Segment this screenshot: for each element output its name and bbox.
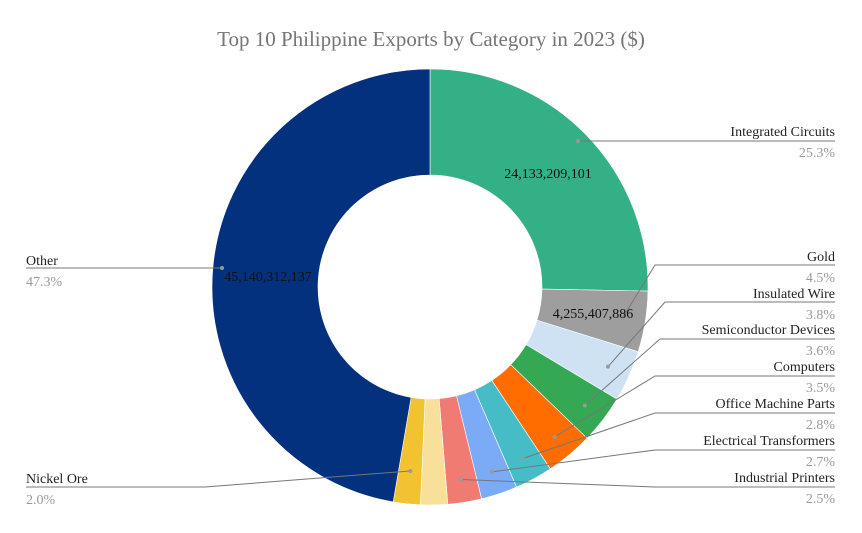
leader-dot [490, 469, 495, 474]
leader-dot [408, 468, 413, 473]
slice-label-name: Industrial Printers [734, 471, 835, 486]
slice-label-percent: 2.5% [806, 492, 836, 507]
slice-value-label: 45,140,312,137 [224, 270, 312, 285]
slice-other[interactable] [211, 68, 431, 503]
leader-line [607, 301, 835, 368]
slice-label-percent: 3.6% [806, 344, 836, 359]
chart-title: Top 10 Philippine Exports by Category in… [217, 27, 645, 51]
slice-label-percent: 2.0% [26, 493, 56, 508]
slice-label-name: Electrical Transformers [703, 434, 835, 449]
slice-value-label: 24,133,209,101 [504, 167, 592, 182]
slice-label-name: Computers [774, 360, 835, 375]
slice-label-percent: 2.7% [806, 455, 836, 470]
slice-label-name: Integrated Circuits [730, 125, 835, 140]
leader-dot [576, 139, 580, 143]
slice-integrated-circuits[interactable] [429, 68, 649, 292]
leader-dot [620, 316, 625, 321]
leader-line [584, 338, 835, 406]
leader-line [491, 449, 835, 473]
leader-dot [520, 456, 525, 461]
leader-line [522, 412, 835, 459]
leader-line [554, 375, 835, 438]
slice-label-name: Gold [807, 250, 835, 265]
slice-label-percent: 4.5% [806, 271, 836, 286]
leader-line [622, 264, 835, 319]
leader-line [461, 479, 835, 488]
leader-dot [582, 403, 587, 408]
slice-label-percent: 3.8% [806, 308, 836, 323]
slice-label-name: Semiconductor Devices [702, 323, 835, 338]
slice-label-name: Nickel Ore [26, 472, 88, 487]
slice-label-percent: 3.5% [806, 381, 836, 396]
slice-value-label: 4,255,407,886 [553, 307, 634, 322]
leader-dot [605, 364, 610, 369]
slice-label-percent: 47.3% [26, 275, 63, 290]
leader-line [26, 470, 411, 488]
leader-dot [220, 266, 224, 270]
slice-label-percent: 2.8% [806, 418, 836, 433]
slice-label-percent: 25.3% [799, 146, 836, 161]
leader-dot [552, 434, 557, 439]
slice-label-name: Office Machine Parts [716, 397, 835, 412]
slice-label-name: Other [26, 254, 58, 269]
leader-dot [459, 477, 464, 482]
slice-label-name: Insulated Wire [753, 287, 835, 302]
